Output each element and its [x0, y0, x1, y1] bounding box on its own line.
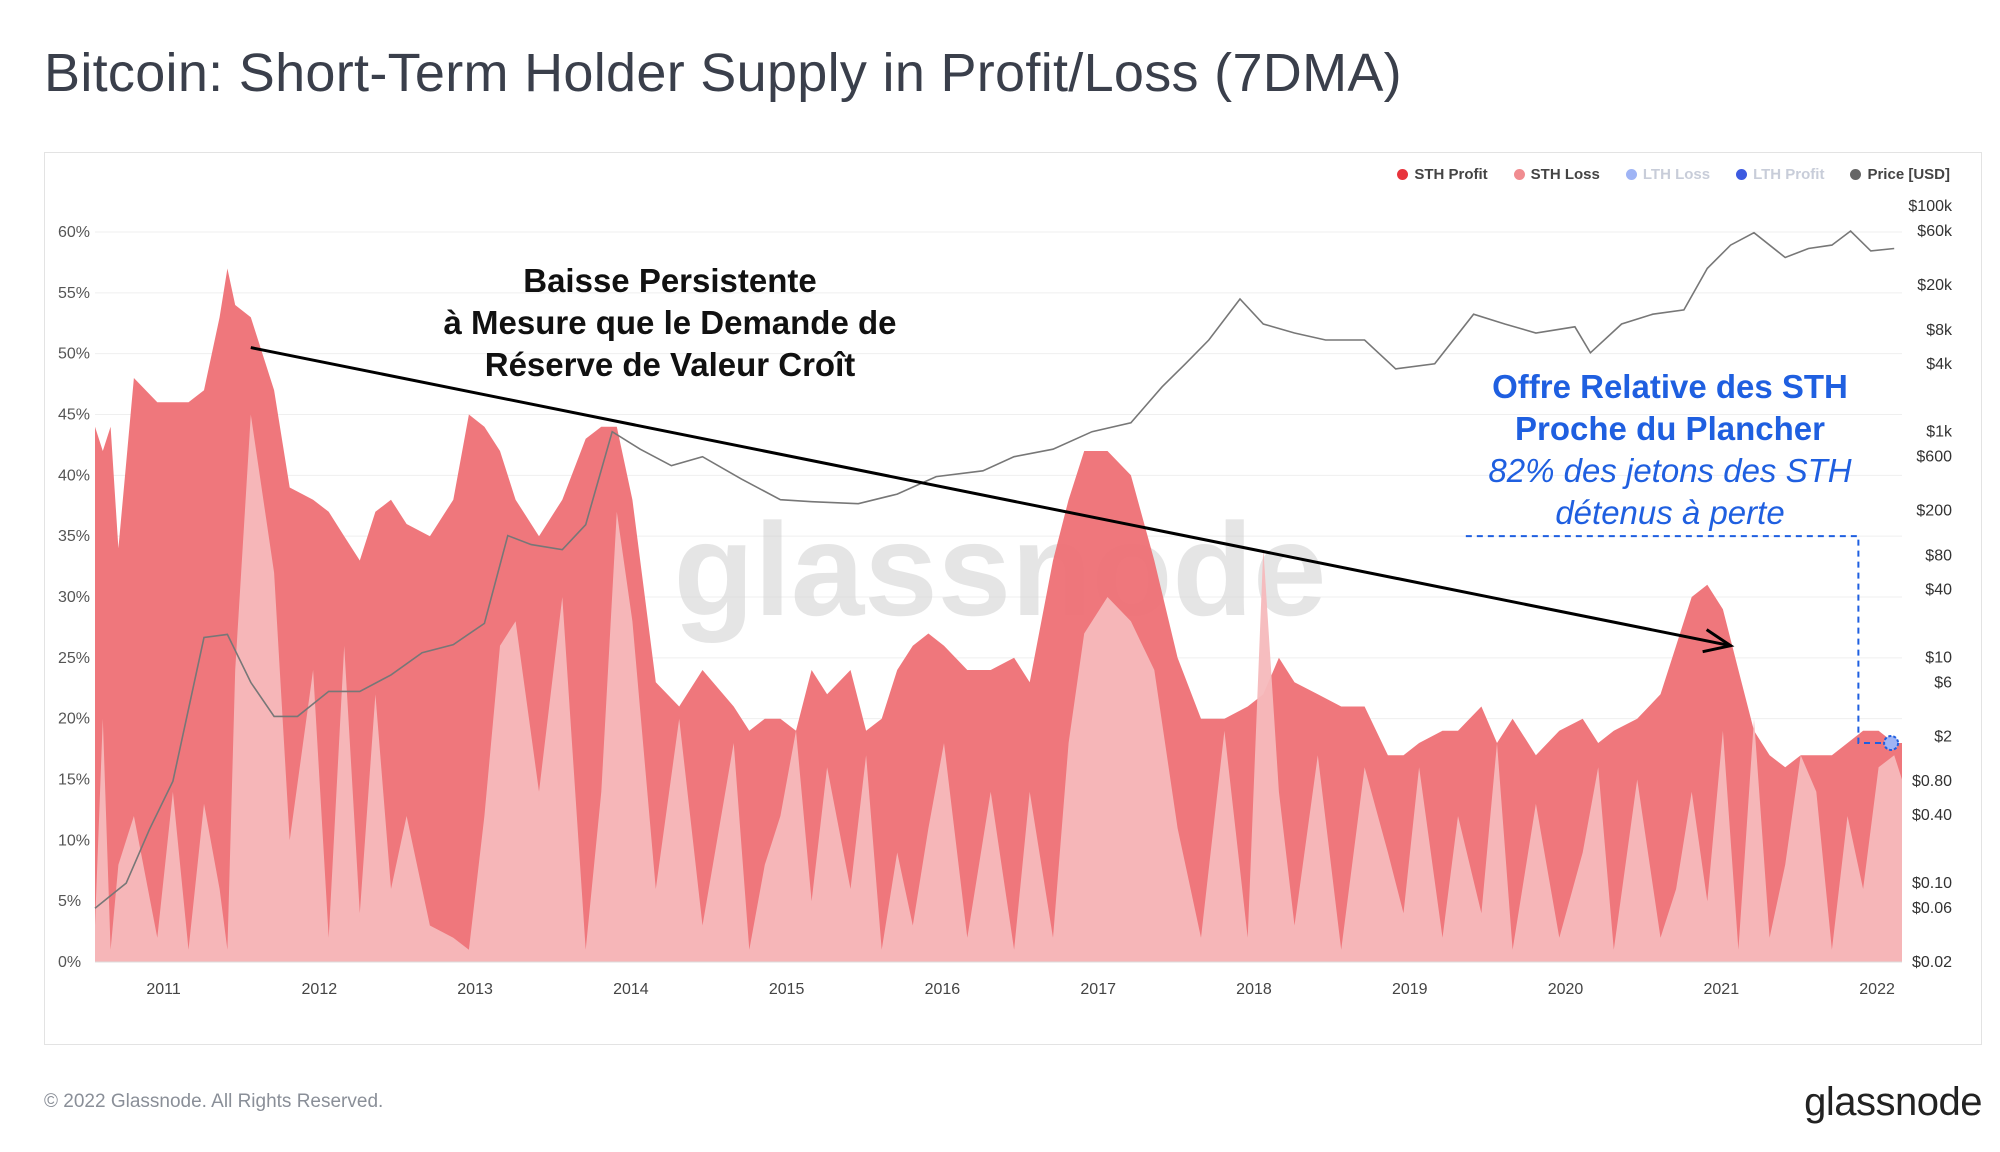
y-right-tick-label: $0.40 — [1912, 807, 1952, 824]
y-tick-label: 10% — [58, 832, 90, 849]
y-tick-label: 0% — [58, 954, 81, 971]
y-right-tick-label: $10 — [1925, 649, 1952, 666]
trend-annotation-line2: à Mesure que le Demande de — [443, 304, 897, 341]
floor-annotation-line1: Offre Relative des STH — [1492, 368, 1848, 405]
trend-annotation-line3: Réserve de Valeur Croît — [484, 346, 856, 383]
legend-label: STH Profit — [1414, 166, 1488, 183]
legend-dot-sth-profit — [1397, 169, 1409, 180]
floor-annotation-line2: Proche du Plancher — [1515, 410, 1825, 447]
y-right-tick-label: $2 — [1934, 728, 1952, 745]
y-tick-label: 5% — [58, 893, 81, 910]
y-tick-label: 40% — [58, 467, 90, 484]
y-right-tick-label: $20k — [1917, 277, 1953, 294]
x-tick-label: 2017 — [1080, 981, 1116, 998]
watermark: glassnode — [674, 496, 1327, 643]
legend-dot-lth-profit — [1736, 169, 1748, 180]
y-tick-label: 35% — [58, 528, 90, 545]
y-right-tick-label: $8k — [1926, 322, 1953, 339]
y-right-tick-label: $6 — [1934, 674, 1952, 691]
y-right-tick-label: $4k — [1926, 356, 1953, 373]
y-right-tick-label: $200 — [1916, 503, 1952, 520]
y-right-tick-label: $40 — [1925, 581, 1952, 598]
x-tick-label: 2021 — [1704, 981, 1740, 998]
trend-arrow-head — [1702, 628, 1735, 654]
trend-annotation-line1: Baisse Persistente — [523, 262, 817, 299]
legend-dot-sth-loss — [1513, 169, 1525, 180]
y-right-tick-label: $0.80 — [1912, 773, 1952, 790]
legend-item-lth-profit[interactable]: LTH Profit — [1736, 166, 1824, 183]
legend-label: LTH Loss — [1642, 166, 1711, 183]
y-tick-label: 45% — [58, 407, 90, 424]
y-tick-label: 30% — [58, 589, 90, 606]
y-right-tick-label: $0.10 — [1912, 875, 1952, 892]
x-tick-label: 2011 — [146, 981, 181, 998]
legend-dot-price — [1850, 169, 1862, 180]
x-tick-label: 2013 — [457, 981, 493, 998]
price-line — [94, 229, 1895, 909]
x-tick-label: 2015 — [769, 981, 805, 998]
legend-label: LTH Profit — [1753, 166, 1825, 183]
legend-label: STH Loss — [1530, 166, 1600, 183]
y-right-tick-label: $60k — [1917, 223, 1953, 240]
y-right-tick-label: $80 — [1925, 547, 1952, 564]
x-tick-label: 2020 — [1548, 981, 1584, 998]
y-right-tick-label: $100k — [1908, 198, 1953, 215]
floor-annotation-line3: 82% des jetons des STH — [1488, 452, 1852, 489]
sth-loss-area — [95, 414, 1902, 962]
copyright-footer: © 2022 Glassnode. All Rights Reserved. — [44, 1091, 384, 1112]
chart-panel — [44, 152, 1982, 1045]
x-tick-label: 2022 — [1859, 981, 1895, 998]
brand-logo[interactable]: glassnode — [1804, 1080, 1982, 1124]
y-tick-label: 50% — [58, 346, 90, 363]
y-tick-label: 60% — [58, 224, 90, 241]
y-right-tick-label: $1k — [1926, 424, 1953, 441]
x-tick-label: 2018 — [1236, 981, 1272, 998]
legend-item-lth-loss[interactable]: LTH Loss — [1625, 166, 1711, 183]
y-right-tick-label: $0.06 — [1912, 900, 1952, 917]
y-tick-label: 20% — [58, 711, 90, 728]
y-tick-label: 15% — [58, 772, 90, 789]
x-tick-label: 2019 — [1392, 981, 1428, 998]
legend-label: Price [USD] — [1867, 166, 1950, 183]
y-right-tick-label: $600 — [1916, 449, 1952, 466]
y-tick-label: 55% — [58, 285, 90, 302]
x-tick-label: 2012 — [302, 981, 338, 998]
y-right-tick-label: $0.02 — [1912, 954, 1952, 971]
floor-dashed-bracket — [1465, 535, 1884, 744]
legend-item-sth-profit[interactable]: STH Profit — [1397, 166, 1488, 183]
legend-dot-lth-loss — [1625, 169, 1637, 180]
chart-title: Bitcoin: Short-Term Holder Supply in Pro… — [44, 43, 1402, 103]
x-tick-label: 2016 — [925, 981, 961, 998]
floor-annotation-line4: détenus à perte — [1555, 494, 1785, 531]
legend-item-price[interactable]: Price [USD] — [1850, 166, 1950, 183]
legend: STH Profit STH Loss LTH Loss LTH Profit … — [1397, 166, 1950, 183]
floor-marker — [1883, 735, 1900, 751]
y-tick-label: 25% — [58, 650, 90, 667]
x-tick-label: 2014 — [613, 981, 649, 998]
legend-item-sth-loss[interactable]: STH Loss — [1513, 166, 1600, 183]
trend-arrow-line — [250, 346, 1731, 648]
